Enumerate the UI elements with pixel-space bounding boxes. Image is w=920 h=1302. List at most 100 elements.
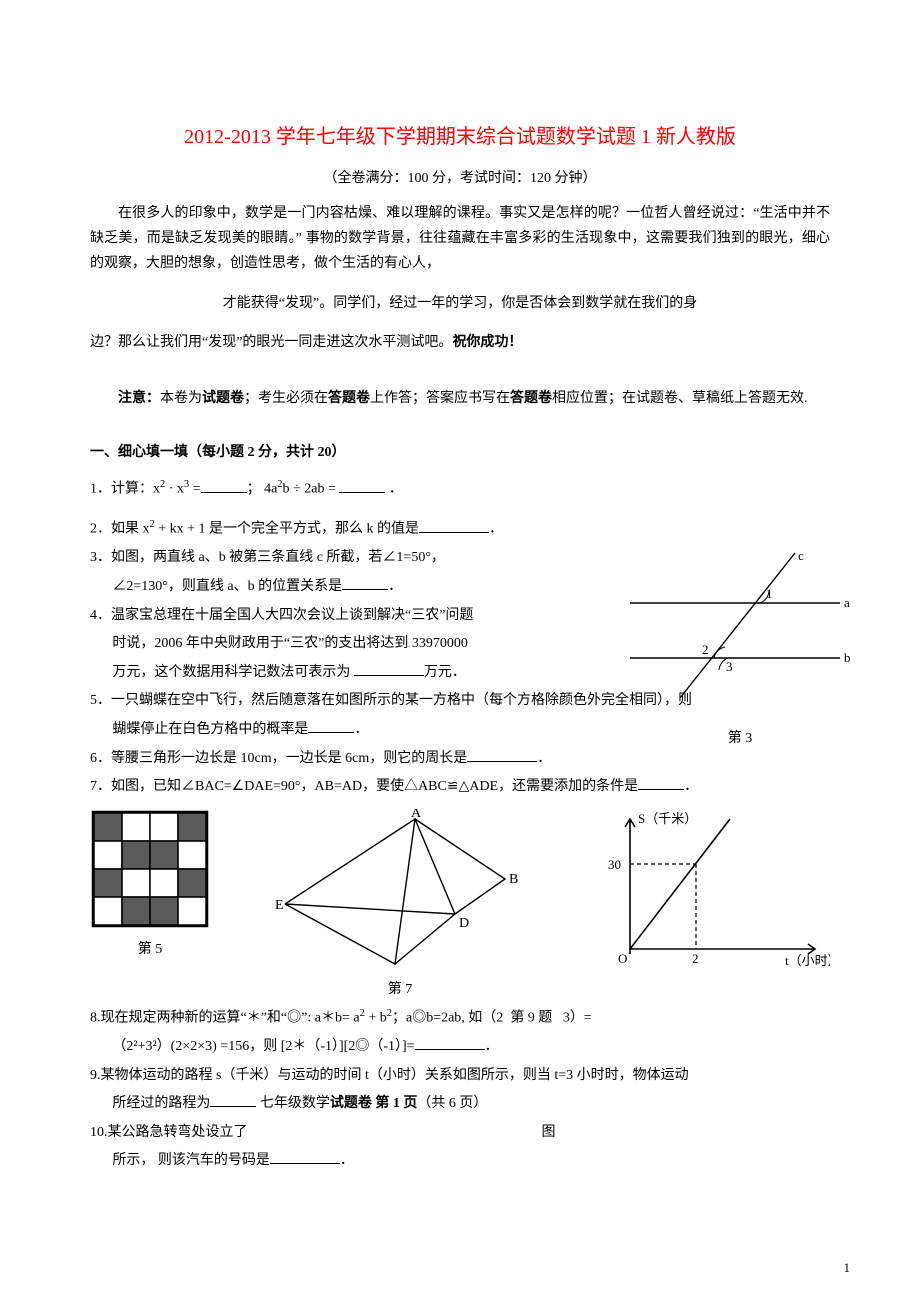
q2-tail: ． [489,522,503,537]
notice-lead: 注意： [118,391,160,406]
q10-gap: 图 [248,1125,556,1140]
q1-d: ； 4a [247,482,278,497]
q1-a: 1．计算：x [90,482,160,497]
figure-7: A B C D E 第 7 [275,809,525,998]
figure-5: 第 5 [90,809,210,958]
q1-b: · x [165,482,184,497]
intro-para-2: 才能获得“发现”。同学们，经过一年的学习，你是否体会到数学就在我们的身 [90,291,830,316]
fig9-30: 30 [608,857,621,872]
figure-row: 第 5 A B C D E 第 7 [90,809,830,998]
notice-block: 注意：本卷为试题卷；考生必须在答题卷上作答；答案应书写在答题卷相应位置；在试题卷… [90,385,830,413]
q6-text: 6．等腰三角形一边长是 10cm，一边长是 6cm，则它的周长是 [90,751,467,766]
notice-seg3: 上作答；答案应书写在 [370,391,510,406]
q7-tail: ． [684,779,698,794]
figure-5-svg [90,809,210,929]
q8-d: 3）= [559,1010,591,1025]
question-5-line2: 蝴蝶停止在白色方格中的概率是 ． [90,717,830,744]
q3-b: ∠2=130°，则直线 a、b 的位置关系是 [112,579,342,594]
q9-mid: 七年级数学 [260,1096,330,1111]
q9-tail2: （共 6 页） [417,1096,487,1111]
q4-tail: 万元． [424,665,466,680]
fig7-D: D [459,916,469,931]
blank [354,661,424,676]
subtitle: （全卷满分：100 分，考试时间：120 分钟） [90,167,830,187]
question-9-line1: 9.某物体运动的路程 s（千米）与运动的时间 t（小时）关系如图所示，则当 t=… [90,1063,830,1090]
blank [308,718,354,733]
blank [415,1035,485,1050]
intro3-prefix: 边？那么让我们用“发现”的眼光一同走进这次水平测试吧。 [90,335,452,350]
section-1-head: 一、细心填一填（每小题 2 分，共计 20） [90,441,830,461]
notice-seg2: ；考生必须在 [244,391,328,406]
blank [467,747,537,762]
fig9-S: S（千米） [638,811,697,826]
figure-5-caption: 第 5 [90,938,210,958]
page-number: 1 [844,1260,851,1276]
notice-b3: 答题卷 [510,391,552,406]
fig7-B: B [509,872,518,887]
fig3-c: c [798,548,804,563]
q7-a: 7．如图，已知∠BAC=∠DAE=90°，AB=AD，要使△ABC≌△ADE，还… [90,779,638,794]
blank [270,1149,340,1164]
q4-c: 万元，这个数据用科学记数法可表示为 [112,665,354,680]
blank [201,478,247,493]
question-5-line1: 5．一只蝴蝶在空中飞行，然后随意落在如图所示的某一方格中（每个方格除颜色外完全相… [90,688,830,715]
fig3-b: b [844,650,851,665]
fig3-ang2: 2 [702,642,709,657]
fig9-O: O [618,951,627,966]
question-4-line2: 时说，2006 年中央财政用于“三农”的支出将达到 33970000 [90,631,592,658]
q6-tail: ． [537,751,551,766]
q9-b: 所经过的路程为 [112,1096,210,1111]
figure-7-svg: A B C D E [275,809,525,969]
q2-b: + kx + 1 是一个完全平方式，那么 k 的值是 [155,522,419,537]
q1-c: = [189,482,200,497]
blank [342,575,388,590]
q5-b: 蝴蝶停止在白色方格中的概率是 [112,722,308,737]
figure-9: S（千米） t（小时） 30 2 O [590,809,830,974]
q3-tail: ． [388,579,402,594]
notice-seg1: 本卷为 [160,391,202,406]
fig9-t: t（小时） [785,953,830,968]
page-title: 2012-2013 学年七年级下学期期末综合试题数学试题 1 新人教版 [90,120,830,149]
q9-bold: 试题卷 第 1 页 [330,1096,418,1111]
question-2: 2．如果 x2 + kx + 1 是一个完全平方式，那么 k 的值是． [90,515,570,543]
q5-tail: ． [354,722,368,737]
question-10-line1: 10.某公路急转弯处设立了 图 [90,1120,830,1147]
q8-b: + b [365,1010,387,1025]
blank [339,478,385,493]
q8-e: （2²+3²）(2×2×3) =156，则 [2＊（-1）][2◎（-1）]= [112,1039,414,1054]
blank [638,775,684,790]
fig9-caption-inline: 第 9 题 [510,1010,552,1025]
question-6: 6．等腰三角形一边长是 10cm，一边长是 6cm，则它的周长是 ． [90,746,830,773]
fig9-2: 2 [692,951,699,966]
q10-tail: ． [340,1153,354,1168]
question-9-line2: 所经过的路程为 七年级数学试题卷 第 1 页（共 6 页） [90,1091,830,1118]
question-10-line2: 所示， 则该汽车的号码是 ． [90,1148,830,1175]
question-7: 7．如图，已知∠BAC=∠DAE=90°，AB=AD，要使△ABC≌△ADE，还… [90,774,830,801]
fig3-ang1: 1 [766,586,773,601]
intro-para-3: 边？那么让我们用“发现”的眼光一同走进这次水平测试吧。祝你成功！ [90,330,830,355]
fig7-E: E [275,898,284,913]
question-4-line1: 4．温家宝总理在十届全国人大四次会议上谈到解决“三农”问题 [90,603,570,630]
q8-tail: ． [485,1039,499,1054]
fig7-C: C [389,968,398,969]
intro3-bold: 祝你成功！ [452,335,522,350]
figure-9-svg: S（千米） t（小时） 30 2 O [590,809,830,969]
blank [210,1092,256,1107]
notice-seg4: 相应位置；在试题卷、草稿纸上答题无效. [552,391,808,406]
question-3-line1: 3．如图，两直线 a、b 被第三条直线 c 所截，若∠1=50°， [90,545,570,572]
q1-tail: ． [385,482,403,497]
fig3-ang3: 3 [726,659,733,674]
question-8-line1: 8.现在规定两种新的运算“＊”和“◎”: a＊b= a2 + b2；a◎b=2a… [90,1004,830,1032]
notice-b1: 试题卷 [202,391,244,406]
q8-a: 8.现在规定两种新的运算“＊”和“◎”: a＊b= a [90,1010,360,1025]
q1-e: b ÷ 2ab = [283,482,340,497]
figure-7-caption: 第 7 [275,978,525,998]
question-8-line2: （2²+3²）(2×2×3) =156，则 [2＊（-1）][2◎（-1）]= ． [90,1034,830,1061]
question-3-line2: ∠2=130°，则直线 a、b 的位置关系是 ． [90,574,592,601]
q10-b: 所示， 则该汽车的号码是 [112,1153,270,1168]
notice-b2: 答题卷 [328,391,370,406]
fig7-A: A [411,809,422,821]
blank [419,518,489,533]
q10-a: 10.某公路急转弯处设立了 [90,1125,248,1140]
question-4-line3: 万元，这个数据用科学记数法可表示为 万元． [90,660,592,687]
